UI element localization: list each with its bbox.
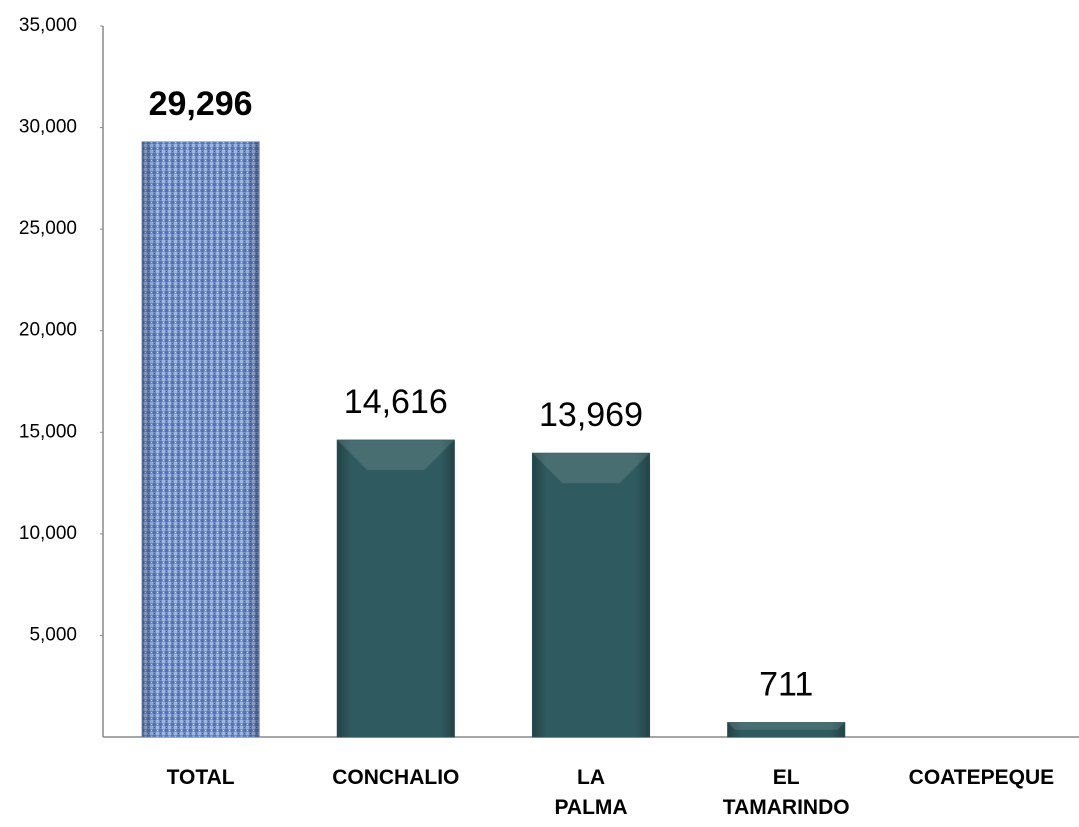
x-tick-label: COATEPEQUE [908,766,1055,789]
bar-bevel [532,453,650,737]
value-label: 13,969 [539,396,643,434]
x-tick-label: EL TAMARINDO [722,766,850,819]
value-label: 29,296 [149,85,253,123]
bar-highlight [532,453,650,484]
value-label: 14,616 [344,383,448,421]
bar-bevel [337,440,455,737]
y-tick-label: 15,000 [19,421,77,442]
y-tick-label: 35,000 [19,15,77,36]
value-label: 711 [759,666,813,704]
bar-bevel [727,722,845,737]
x-tick-label: CONCHALIO [332,766,460,789]
y-tick-label: 20,000 [19,320,77,341]
bar-highlight [727,722,845,730]
bar-bevel [142,141,260,737]
y-tick-label: 30,000 [19,117,77,138]
y-tick-label: 10,000 [19,523,77,544]
x-tick-label: LA PALMA [554,766,628,819]
y-tick-label: 25,000 [19,218,77,239]
x-tick-label: TOTAL [166,766,235,789]
bar-highlight [337,440,455,471]
y-tick-label: 5,000 [29,624,77,645]
